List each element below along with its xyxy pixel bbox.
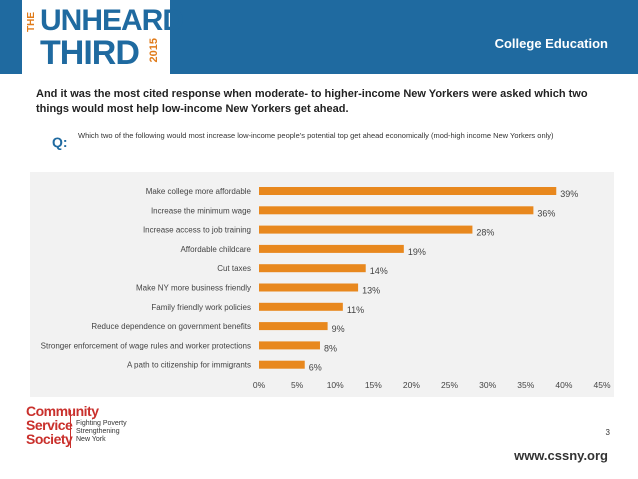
value-label: 39% [560,189,578,199]
category-label: Affordable childcare [180,245,251,254]
org-line-3: Society [26,431,73,447]
org-line-1: Community [26,403,99,419]
unheard-third-logo: THE UNHEARD THIRD 2015 [22,0,184,74]
x-tick-label: 25% [441,380,458,390]
value-label: 8% [324,343,337,353]
x-tick-label: 45% [593,380,610,390]
category-label: Family friendly work policies [151,303,251,312]
page-number: 3 [605,428,610,437]
header: THE UNHEARD THIRD 2015 College Education [0,0,638,74]
tagline: Fighting Poverty Strengthening New York [76,420,127,444]
bar [259,206,534,215]
category-label: Make college more affordable [146,187,252,196]
value-label: 36% [537,208,555,218]
category-label: Increase access to job training [143,226,251,235]
category-label: Stronger enforcement of wage rules and w… [41,341,251,350]
bar [259,322,328,331]
bar [259,341,320,350]
value-label: 19% [408,247,426,257]
value-label: 11% [347,305,364,315]
x-tick-label: 30% [479,380,496,390]
category-label: Increase the minimum wage [151,206,252,215]
x-tick-label: 0% [253,380,266,390]
section-title: College Education [494,36,608,51]
value-label: 14% [370,266,388,276]
intro-text: And it was the most cited response when … [36,88,588,115]
tagline-line-2: Strengthening [76,428,120,435]
bar [259,225,473,234]
question-label: Q: [52,134,68,150]
website-link[interactable]: www.cssny.org [514,448,608,463]
tagline-line-3: New York [76,436,106,443]
org-line-2: Service [26,417,73,433]
bar [259,283,359,292]
value-label: 28% [476,228,494,238]
logo-divider [70,410,71,448]
bar [259,244,404,253]
bar [259,302,343,311]
category-label: Cut taxes [217,264,251,273]
bar [259,360,305,369]
logo-third: THIRD [40,34,140,72]
x-tick-label: 20% [403,380,420,390]
category-label: Make NY more business friendly [136,284,251,293]
x-tick-label: 35% [517,380,534,390]
x-tick-label: 40% [555,380,572,390]
value-label: 6% [309,363,322,373]
question-text: Which two of the following would most in… [78,131,554,140]
tagline-line-1: Fighting Poverty [76,420,127,427]
value-label: 9% [332,324,345,334]
x-tick-label: 10% [327,380,344,390]
value-label: 13% [362,286,380,296]
category-label: Reduce dependence on government benefits [91,322,251,331]
bar [259,264,366,273]
logo-unheard: UNHEARD [40,4,184,37]
x-tick-label: 5% [291,380,304,390]
x-tick-label: 15% [365,380,382,390]
community-service-society-logo: Community Service Society [26,404,99,446]
category-label: A path to citizenship for immigrants [127,361,251,370]
bar [259,187,557,195]
